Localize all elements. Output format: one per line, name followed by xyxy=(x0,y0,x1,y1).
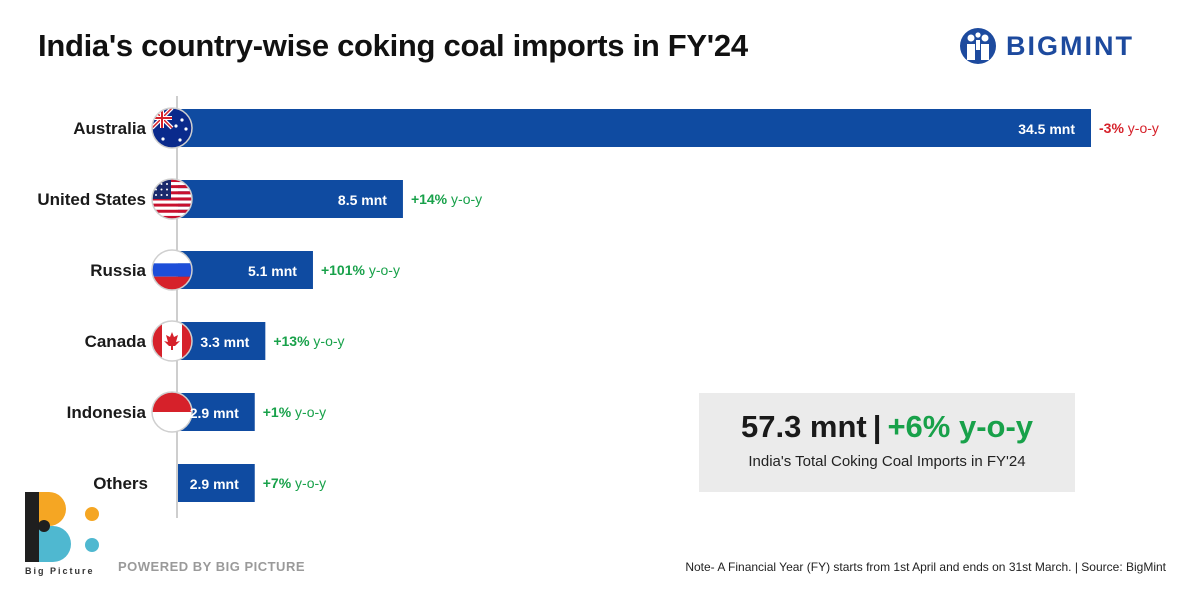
canada-flag-icon xyxy=(152,321,192,361)
category-label: Others xyxy=(93,474,148,493)
usa-flag-icon xyxy=(152,179,192,219)
summary-headline: 57.3 mnt | +6% y-o-y xyxy=(699,409,1075,445)
summary-separator: | xyxy=(872,409,882,444)
bar-united-states xyxy=(178,180,403,218)
big-picture-caption: Big Picture xyxy=(25,566,95,576)
bar-russia xyxy=(178,251,313,289)
value-label: 2.9 mnt xyxy=(190,476,239,492)
yoy-label: +101% y-o-y xyxy=(321,262,400,278)
value-label: 3.3 mnt xyxy=(200,334,249,350)
indonesia-flag-icon xyxy=(152,392,192,432)
bar-chart: Australia 34.5 mnt -3% y-o-y United States 8… xyxy=(37,96,1159,518)
summary-change: +6% y-o-y xyxy=(887,409,1034,444)
value-label: 34.5 mnt xyxy=(1018,121,1075,137)
category-label: United States xyxy=(37,190,146,209)
flag-outline xyxy=(151,178,193,220)
yoy-label: -3% y-o-y xyxy=(1099,120,1159,136)
value-label: 8.5 mnt xyxy=(338,192,387,208)
yoy-label: +7% y-o-y xyxy=(263,475,326,491)
flag-outline xyxy=(151,249,193,291)
yoy-label: +13% y-o-y xyxy=(273,333,344,349)
flag-outline xyxy=(151,107,193,149)
category-label: Russia xyxy=(90,261,146,280)
category-label: Australia xyxy=(73,119,146,138)
yoy-label: +14% y-o-y xyxy=(411,191,482,207)
bigmint-logo-text: BIGMINT xyxy=(1006,30,1134,61)
bar-australia xyxy=(178,109,1091,147)
value-label: 5.1 mnt xyxy=(248,263,297,279)
flag-outline xyxy=(151,320,193,362)
value-label: 2.9 mnt xyxy=(190,405,239,421)
page-title: India's country-wise coking coal imports… xyxy=(38,28,748,63)
category-label: Canada xyxy=(85,332,147,351)
australia-flag-icon xyxy=(152,108,192,148)
footnote: Note- A Financial Year (FY) starts from … xyxy=(685,560,1166,574)
yoy-label: +1% y-o-y xyxy=(263,404,326,420)
total-summary-card: 57.3 mnt | +6% y-o-y India's Total Coking … xyxy=(699,393,1075,492)
flag-outline xyxy=(151,391,193,433)
summary-total: 57.3 mnt xyxy=(740,409,867,444)
bigmint-logo: BIGMINT xyxy=(958,26,1158,66)
bigmint-mark-icon xyxy=(960,28,996,64)
big-picture-logo-icon xyxy=(25,492,99,562)
powered-by-text: POWERED BY BIG PICTURE xyxy=(118,559,306,574)
bar-others xyxy=(178,464,255,502)
category-label: Indonesia xyxy=(67,403,147,422)
summary-caption: India's Total Coking Coal Imports in FY'… xyxy=(748,453,1026,470)
